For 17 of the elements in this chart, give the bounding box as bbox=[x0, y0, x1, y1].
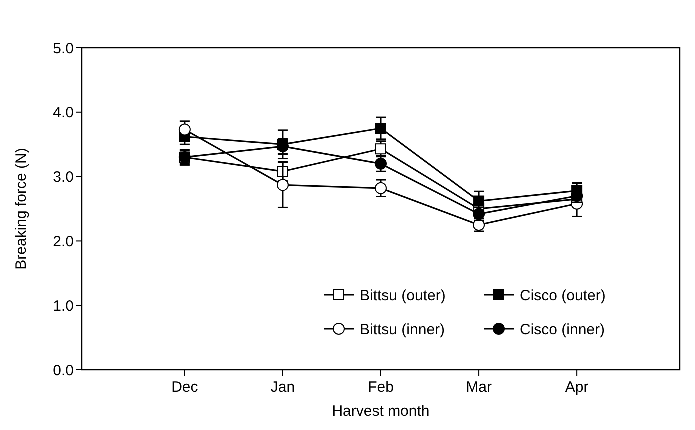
x-tick-label: Feb bbox=[368, 379, 394, 396]
x-tick-label: Jan bbox=[270, 379, 296, 396]
x-tick-label: Dec bbox=[172, 379, 199, 396]
y-tick-label: 2.0 bbox=[53, 233, 74, 250]
legend-label: Cisco (inner) bbox=[520, 321, 606, 338]
y-tick-label: 4.0 bbox=[53, 104, 74, 122]
y-tick-label: 3.0 bbox=[53, 169, 74, 186]
legend-label: Bittsu (outer) bbox=[360, 287, 446, 304]
x-tick-label: Apr bbox=[565, 379, 589, 396]
legend-label: Bittsu (inner) bbox=[360, 321, 446, 338]
y-tick-label: 1.0 bbox=[53, 298, 74, 315]
x-axis-title: Harvest month bbox=[332, 403, 430, 420]
y-tick-label: 0.0 bbox=[53, 362, 74, 380]
legend-label: Cisco (outer) bbox=[520, 287, 606, 304]
x-tick-label: Mar bbox=[466, 379, 492, 396]
y-tick-label: 5.0 bbox=[53, 40, 74, 58]
y-axis-title: Breaking force (N) bbox=[13, 148, 30, 270]
